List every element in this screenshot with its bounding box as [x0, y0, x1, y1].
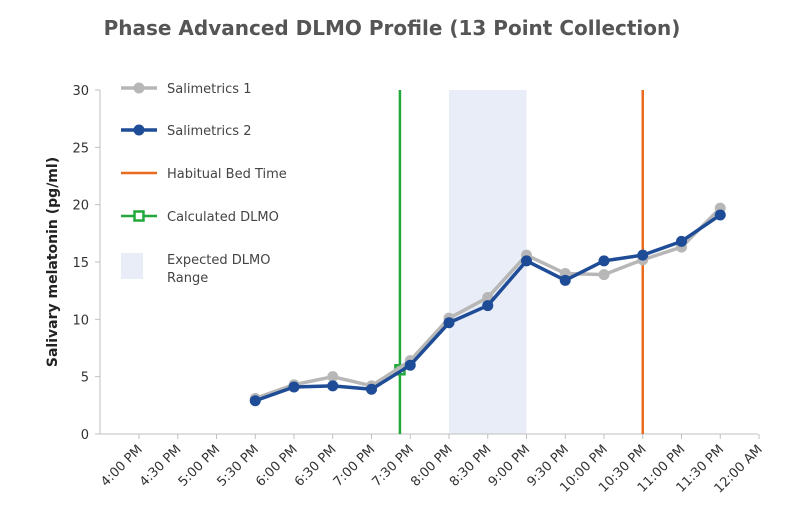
- x-tick-label: 4:30 PM: [137, 442, 185, 490]
- x-tick-label: 8:30 PM: [447, 442, 495, 490]
- data-point-salimetrics-2: [482, 300, 494, 312]
- y-axis-label: Salivary melatonin (pg/ml): [45, 157, 61, 367]
- data-point-salimetrics-2: [598, 255, 610, 267]
- data-point-salimetrics-2: [521, 255, 532, 267]
- x-tick-label: 7:30 PM: [369, 442, 417, 490]
- legend-item-salimetrics-1: Salimetrics 1: [121, 82, 251, 97]
- legend-item-salimetrics-2: Salimetrics 2: [121, 124, 251, 139]
- x-tick-label: 7:00 PM: [331, 442, 379, 490]
- x-tick-label: 5:00 PM: [176, 442, 224, 490]
- data-point-salimetrics-1: [598, 269, 610, 281]
- x-tick-label: 4:00 PM: [98, 442, 146, 490]
- y-tick-label: 30: [72, 84, 89, 99]
- x-tick-label: 6:00 PM: [253, 442, 301, 490]
- y-tick-label: 20: [72, 199, 89, 214]
- x-tick-label: 9:00 PM: [486, 442, 534, 490]
- legend-label: Salimetrics 2: [167, 124, 251, 139]
- legend-area-swatch: [121, 253, 143, 279]
- y-tick-label: 15: [72, 256, 89, 271]
- x-tick-label: 5:30 PM: [214, 442, 262, 490]
- data-point-salimetrics-2: [249, 395, 261, 407]
- legend: Salimetrics 1 Salimetrics 2 Habitual Bed T…: [121, 82, 287, 286]
- data-point-salimetrics-2: [559, 274, 571, 286]
- data-point-salimetrics-2: [366, 383, 377, 395]
- data-point-salimetrics-2: [637, 249, 649, 261]
- legend-label: Salimetrics 1: [167, 82, 251, 97]
- y-tick-label: 10: [72, 313, 89, 328]
- y-tick-label: 0: [81, 428, 89, 443]
- data-point-salimetrics-2: [327, 380, 339, 392]
- x-tick-label: 8:00 PM: [408, 442, 456, 490]
- expected-dlmo-range-area: [449, 90, 527, 434]
- axes: 0 5 10 15 20 25 30 4:00 PM4:30 PM5:00 PM5:30 PM…: [72, 84, 765, 496]
- legend-marker-swatch: [133, 124, 145, 136]
- legend-marker-swatch: [133, 210, 145, 222]
- legend-item-calculated-dlmo: Calculated DLMO: [121, 210, 279, 225]
- data-point-salimetrics-2: [676, 235, 687, 247]
- expected-dlmo-range-shade: [449, 90, 527, 434]
- data-series: [249, 202, 726, 407]
- data-point-salimetrics-2: [714, 209, 726, 221]
- x-tick-label: 6:30 PM: [292, 442, 340, 490]
- legend-label: Habitual Bed Time: [167, 167, 287, 182]
- data-point-salimetrics-2: [443, 317, 455, 329]
- legend-marker-swatch: [133, 82, 145, 94]
- legend-label: Expected DLMO Range: [167, 253, 271, 286]
- legend-item-expected-dlmo-range: Expected DLMO Range: [121, 253, 271, 286]
- y-tick-label: 25: [72, 141, 89, 156]
- data-point-salimetrics-2: [404, 359, 416, 371]
- y-tick-label: 5: [81, 371, 89, 386]
- data-point-salimetrics-2: [288, 381, 300, 393]
- legend-label: Calculated DLMO: [167, 210, 279, 225]
- chart-title: Phase Advanced DLMO Profile (13 Point Co…: [104, 16, 681, 40]
- series-salimetrics-2: [249, 209, 726, 407]
- legend-item-habitual-bed-time: Habitual Bed Time: [121, 167, 287, 182]
- data-point-salimetrics-1: [327, 371, 339, 383]
